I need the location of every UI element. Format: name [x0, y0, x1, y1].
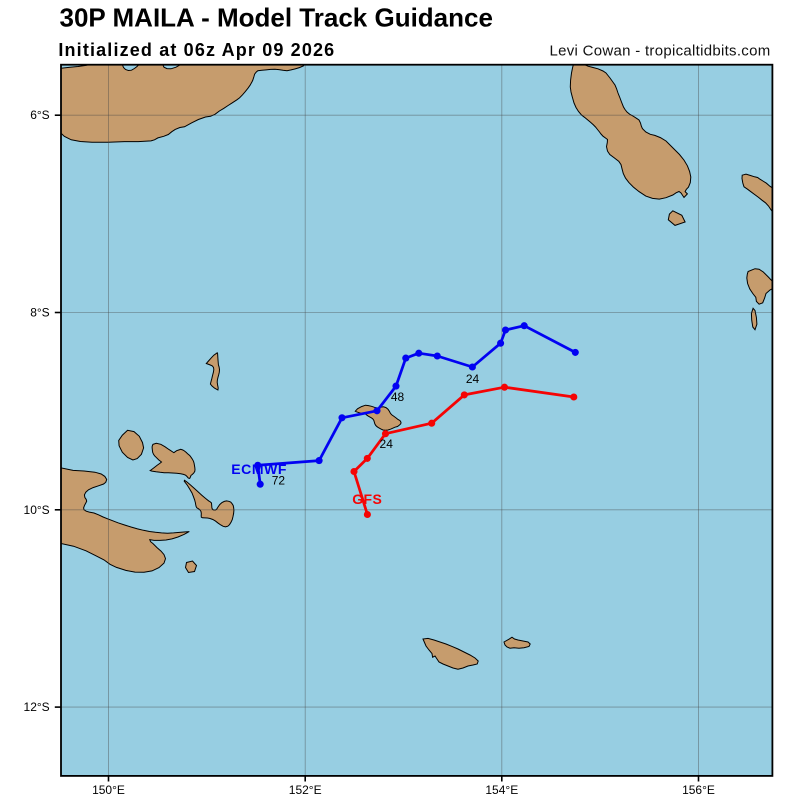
svg-text:48: 48	[391, 390, 405, 404]
svg-text:Initialized at 06z Apr 09 2026: Initialized at 06z Apr 09 2026	[58, 40, 335, 60]
svg-text:150°E: 150°E	[92, 783, 125, 797]
svg-text:ECMWF: ECMWF	[231, 461, 287, 477]
svg-text:30P MAILA - Model Track Guidan: 30P MAILA - Model Track Guidance	[60, 3, 493, 33]
svg-text:152°E: 152°E	[289, 783, 322, 797]
svg-text:GFS: GFS	[352, 491, 382, 507]
svg-text:72: 72	[272, 474, 286, 488]
svg-text:6°S: 6°S	[30, 108, 49, 122]
svg-text:12°S: 12°S	[24, 700, 50, 714]
svg-text:24: 24	[466, 372, 480, 386]
svg-text:8°S: 8°S	[30, 306, 49, 320]
svg-text:156°E: 156°E	[682, 783, 715, 797]
svg-text:154°E: 154°E	[485, 783, 518, 797]
svg-text:10°S: 10°S	[24, 503, 50, 517]
svg-text:24: 24	[380, 437, 394, 451]
svg-text:Levi Cowan - tropicaltidbits.c: Levi Cowan - tropicaltidbits.com	[549, 43, 770, 60]
